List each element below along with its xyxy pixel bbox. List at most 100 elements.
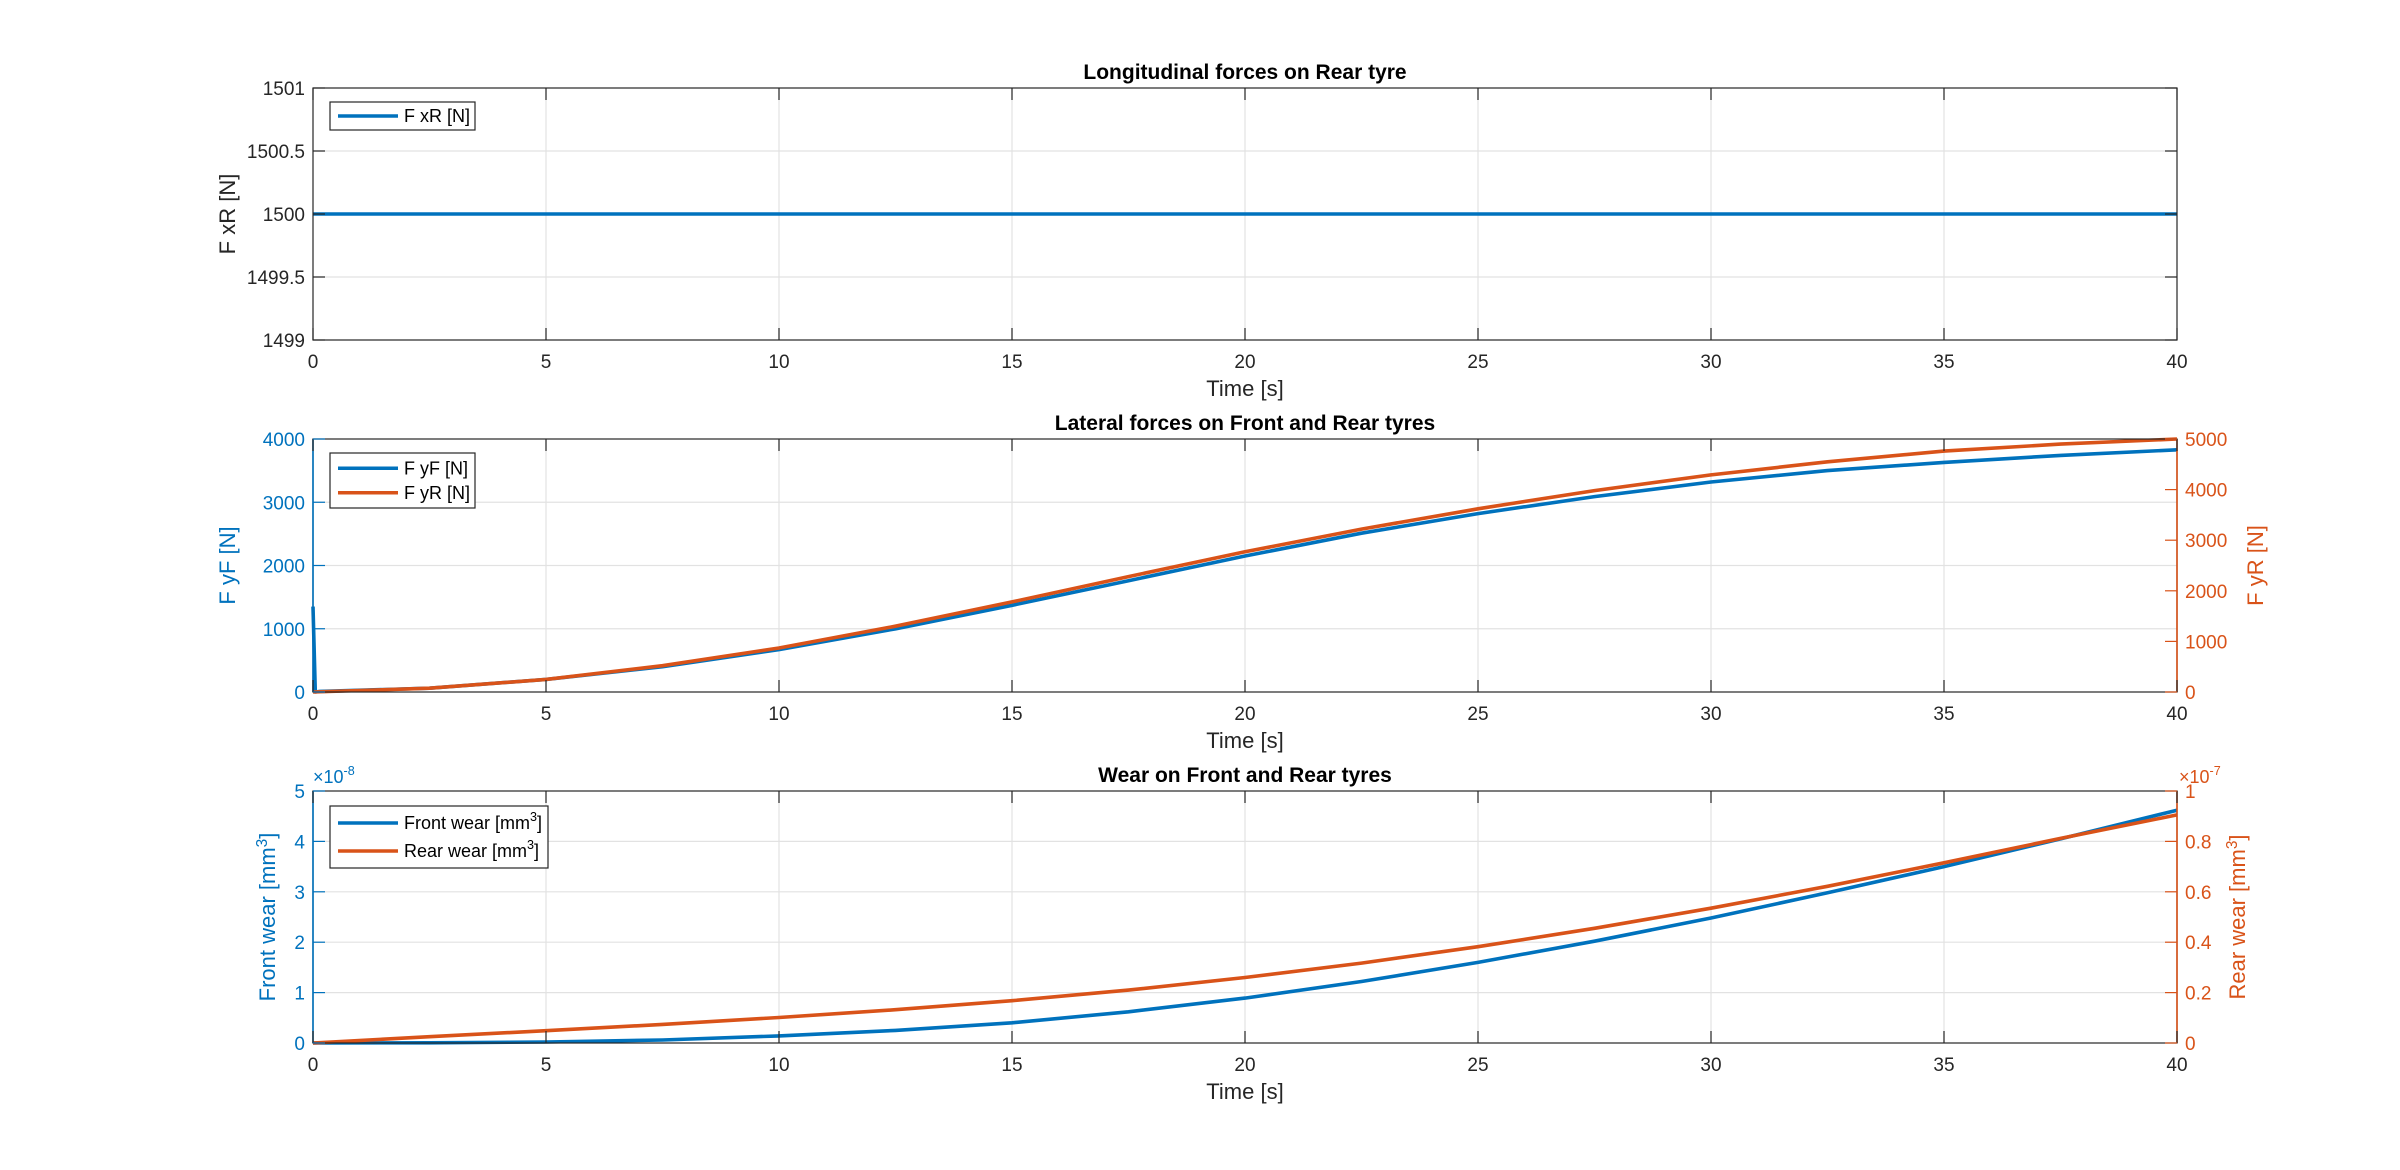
- x-tick-label: 15: [1001, 1055, 1022, 1076]
- x-tick-label: 15: [1001, 352, 1022, 373]
- right-y-axis-label: Rear wear [mm3]: [2224, 834, 2250, 999]
- x-tick-label: 40: [2166, 352, 2187, 373]
- left-axis-exponent: ×10-8: [313, 764, 355, 787]
- x-tick-label: 25: [1467, 704, 1488, 725]
- legend-entry: F yR [N]: [404, 483, 470, 503]
- left-y-axis-label: F xR [N]: [215, 174, 240, 255]
- left-y-tick-label: 1000: [263, 620, 305, 641]
- right-y-axis-label-superscript: 3: [2224, 841, 2241, 850]
- x-tick-label: 20: [1234, 1055, 1255, 1076]
- legend-entry: Rear wear [mm3]: [404, 838, 539, 861]
- right-axis-exponent-superscript: -7: [2210, 764, 2221, 778]
- x-tick-label: 15: [1001, 704, 1022, 725]
- legend: F yF [N] F yR [N]: [329, 452, 476, 509]
- right-y-axis-label: F yR [N]: [2243, 525, 2268, 606]
- right-y-tick-label: 2000: [2185, 582, 2227, 603]
- x-tick-label: 40: [2166, 704, 2187, 725]
- left-axis-exponent-base: ×10: [313, 767, 344, 787]
- right-axis-exponent: ×10-7: [2179, 764, 2221, 787]
- left-y-tick-label: 2000: [263, 557, 305, 578]
- x-tick-label: 20: [1234, 704, 1255, 725]
- right-axis-exponent-base: ×10: [2179, 767, 2210, 787]
- left-y-axis-label: F yF [N]: [215, 526, 240, 604]
- left-y-tick-label: 1: [294, 984, 305, 1005]
- left-y-tick-label: 1499: [263, 331, 305, 352]
- left-y-tick-label: 4: [294, 832, 305, 853]
- left-y-axis-label: Front wear [mm3]: [254, 833, 280, 1002]
- x-tick-label: 0: [308, 1055, 319, 1076]
- legend-box: [329, 452, 476, 509]
- left-y-tick-label: 0: [294, 683, 305, 704]
- right-y-tick-label: 4000: [2185, 481, 2227, 502]
- left-y-tick-label: 3000: [263, 493, 305, 514]
- x-tick-label: 30: [1700, 704, 1721, 725]
- legend-entry-suffix: ]: [534, 841, 539, 861]
- left-y-tick-label: 1499.5: [247, 268, 305, 289]
- x-tick-label: 40: [2166, 1055, 2187, 1076]
- chart-title: Wear on Front and Rear tyres: [1098, 764, 1392, 787]
- left-y-axis-label-base: Front wear [mm: [255, 847, 280, 1001]
- x-tick-label: 25: [1467, 1055, 1488, 1076]
- x-tick-label: 10: [768, 1055, 789, 1076]
- left-y-tick-label: 1500: [263, 205, 305, 226]
- left-y-axis-label-suffix: ]: [255, 833, 280, 839]
- legend-entry-suffix: ]: [537, 813, 542, 833]
- legend-box: [329, 805, 549, 869]
- left-axis-exponent-superscript: -8: [344, 764, 355, 778]
- left-y-tick-label: 5: [294, 782, 305, 803]
- x-tick-label: 0: [308, 704, 319, 725]
- right-y-tick-label: 0: [2185, 683, 2196, 704]
- right-y-tick-label: 0.8: [2185, 832, 2211, 853]
- x-axis-label: Time [s]: [1206, 376, 1283, 401]
- left-y-tick-label: 0: [294, 1034, 305, 1055]
- chart-1: 0 5 10 15 20 25 30 35 40 1499 1499.5 1500 1500.5 1501…: [215, 61, 2188, 401]
- left-y-tick-label: 1500.5: [247, 142, 305, 163]
- legend-entry-base: Rear wear [mm: [404, 841, 527, 861]
- left-y-tick-label: 2: [294, 933, 305, 954]
- legend-entry-superscript: 3: [530, 810, 537, 824]
- series-line-2: [312, 437, 2178, 694]
- x-tick-label: 5: [541, 352, 552, 373]
- right-y-tick-label: 0.2: [2185, 984, 2211, 1005]
- right-y-axis-label-suffix: ]: [2225, 834, 2250, 840]
- right-y-tick-label: 3000: [2185, 531, 2227, 552]
- legend-entry-base: Front wear [mm: [404, 813, 530, 833]
- series-line-1: [312, 808, 2178, 1045]
- series-line-2: [312, 813, 2178, 1045]
- chart-2: 0 5 10 15 20 25 30 35 40010002000300040000100020…: [215, 412, 2268, 753]
- right-y-tick-label: 0.6: [2185, 883, 2211, 904]
- right-y-tick-label: 5000: [2185, 430, 2227, 451]
- right-y-tick-label: 1: [2185, 782, 2196, 803]
- x-tick-label: 35: [1933, 352, 1954, 373]
- x-axis-label: Time [s]: [1206, 1079, 1283, 1104]
- left-y-tick-label: 4000: [263, 430, 305, 451]
- x-tick-label: 30: [1700, 1055, 1721, 1076]
- chart-title: Longitudinal forces on Rear tyre: [1083, 61, 1406, 84]
- x-tick-label: 35: [1933, 704, 1954, 725]
- x-axis-label: Time [s]: [1206, 728, 1283, 753]
- right-y-tick-label: 0: [2185, 1034, 2196, 1055]
- left-y-tick-label: 1501: [263, 79, 305, 100]
- x-tick-label: 10: [768, 352, 789, 373]
- legend: F xR [N]: [329, 101, 476, 131]
- x-tick-label: 25: [1467, 352, 1488, 373]
- legend-entry: Front wear [mm3]: [404, 810, 542, 833]
- x-tick-label: 30: [1700, 352, 1721, 373]
- x-tick-label: 20: [1234, 352, 1255, 373]
- x-tick-label: 35: [1933, 1055, 1954, 1076]
- chart-title: Lateral forces on Front and Rear tyres: [1055, 412, 1435, 435]
- chart-3: 0 5 10 15 20 25 30 35 4001234500.20.40.60.81×10-…: [254, 764, 2250, 1104]
- left-y-axis-label-superscript: 3: [254, 839, 271, 848]
- legend: Front wear [mm3]Rear wear [mm3]: [329, 805, 549, 869]
- x-tick-label: 0: [308, 352, 319, 373]
- right-y-tick-label: 0.4: [2185, 933, 2212, 954]
- legend-entry-superscript: 3: [527, 838, 534, 852]
- left-y-tick-label: 3: [294, 883, 305, 904]
- right-y-axis-label-base: Rear wear [mm: [2225, 849, 2250, 999]
- x-tick-label: 5: [541, 704, 552, 725]
- legend-entry: F xR [N]: [404, 106, 470, 126]
- x-tick-label: 5: [541, 1055, 552, 1076]
- legend-entry: F yF [N]: [404, 458, 468, 478]
- x-tick-label: 10: [768, 704, 789, 725]
